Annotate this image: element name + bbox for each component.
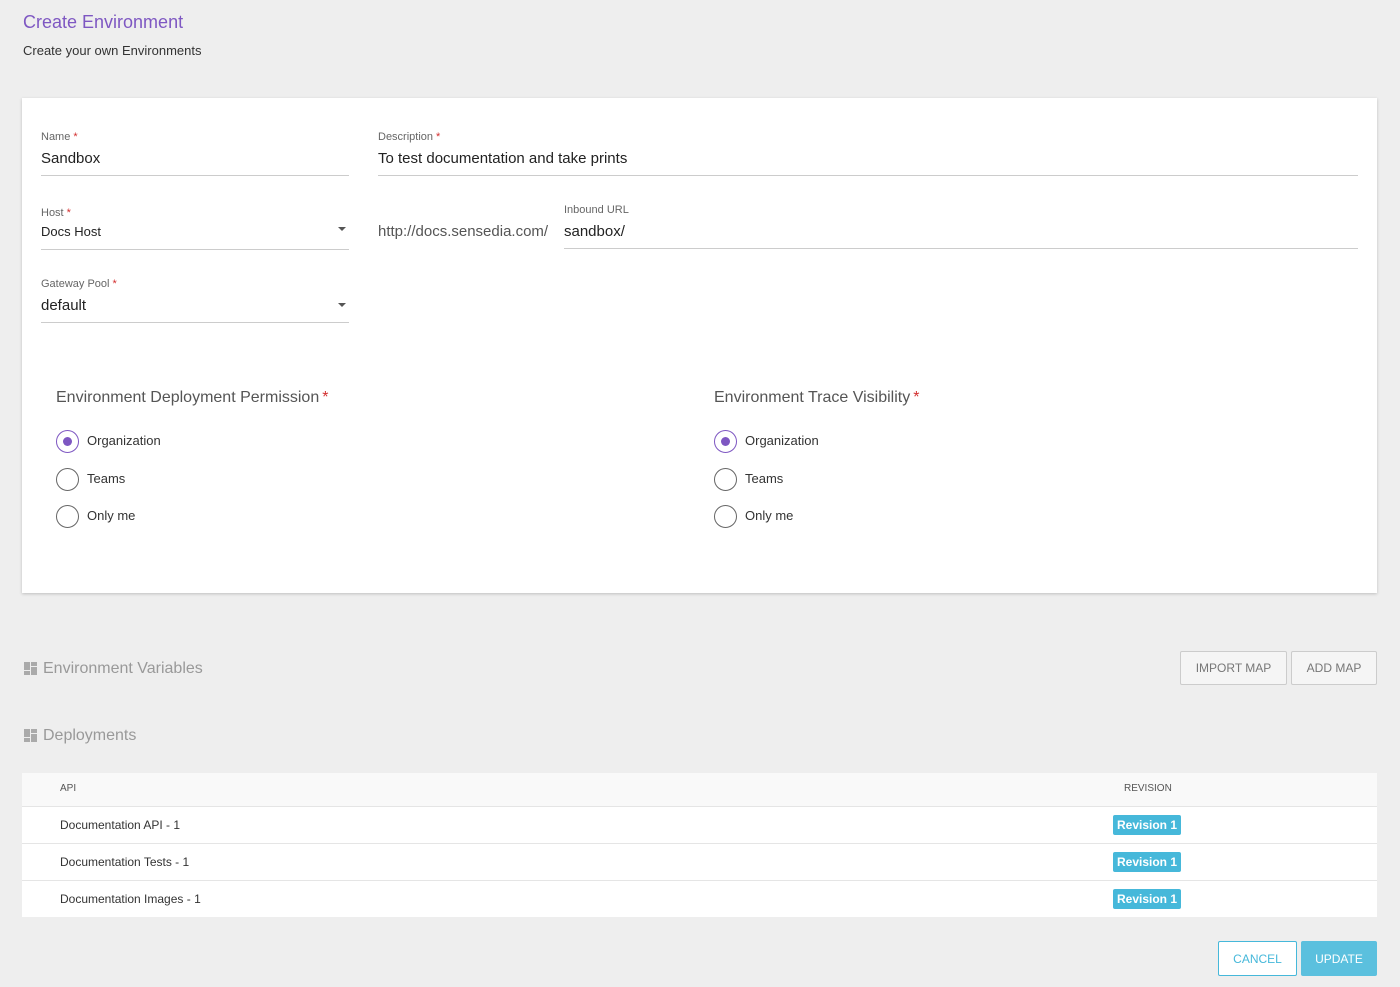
- underline: [41, 175, 349, 176]
- api-name: Documentation Images - 1: [60, 892, 201, 906]
- table-row: Documentation API - 1 Revision 1: [22, 806, 1377, 843]
- required-mark: *: [913, 389, 920, 406]
- form-card: Name * Sandbox Description * To test docum…: [22, 98, 1377, 593]
- radio-label: Teams: [87, 470, 126, 486]
- api-name: Documentation API - 1: [60, 818, 181, 832]
- title-text: Environment Trace Visibility: [714, 389, 911, 406]
- name-input[interactable]: Sandbox: [41, 150, 101, 167]
- radio-button[interactable]: [714, 505, 737, 528]
- column-header: REVISION: [1124, 783, 1172, 794]
- required-mark: *: [112, 278, 117, 290]
- page-subtitle: Create your own Environments: [23, 43, 202, 58]
- radio-dot: [720, 436, 730, 446]
- gateway-select[interactable]: default: [41, 297, 87, 314]
- page-title: Create Environment: [23, 12, 184, 32]
- section-title: Environment Variables: [43, 660, 203, 677]
- table-header: API REVISION: [22, 773, 1377, 806]
- radio-label: Only me: [745, 508, 794, 523]
- radio-dot: [62, 436, 72, 446]
- radio-button[interactable]: [714, 467, 737, 491]
- label-text: Description: [378, 131, 434, 143]
- deployments-table: API REVISION Documentation API - 1 Revisi…: [22, 773, 1377, 917]
- underline: [41, 249, 349, 250]
- radio-label: Organization: [87, 433, 161, 448]
- field-label: Name *: [41, 131, 78, 143]
- column-header: API: [60, 783, 77, 794]
- api-name: Documentation Tests - 1: [60, 855, 190, 869]
- radio-button[interactable]: [56, 430, 79, 453]
- cancel-button[interactable]: CANCEL: [1218, 941, 1297, 976]
- radio-label: Only me: [87, 508, 136, 523]
- dropdown-arrow: [338, 227, 346, 231]
- group-title: Environment Trace Visibility *: [714, 389, 919, 407]
- field-label: Description *: [378, 131, 440, 143]
- inbound-url-input[interactable]: sandbox/: [564, 223, 625, 240]
- group-title: Environment Deployment Permission *: [56, 389, 328, 407]
- url-prefix: http://docs.sensedia.com/: [378, 223, 549, 240]
- underline: [378, 175, 1358, 176]
- field-label: Host *: [41, 207, 71, 219]
- section-title: Deployments: [43, 727, 137, 744]
- section-icon: [24, 729, 37, 742]
- radio-button[interactable]: [56, 467, 79, 491]
- label-text: Host: [41, 207, 64, 219]
- radio-button[interactable]: [714, 430, 737, 453]
- required-mark: *: [322, 389, 329, 406]
- description-input[interactable]: To test documentation and take prints: [378, 150, 628, 167]
- radio-button[interactable]: [56, 505, 79, 528]
- host-select[interactable]: Docs Host: [41, 224, 101, 239]
- table-row: Documentation Images - 1 Revision 1: [22, 880, 1377, 917]
- table-row: Documentation Tests - 1 Revision 1: [22, 843, 1377, 880]
- required-mark: *: [66, 207, 71, 219]
- radio-label: Organization: [745, 433, 819, 448]
- label-text: Name: [41, 131, 71, 143]
- section-icon: [24, 662, 37, 675]
- field-label: Gateway Pool *: [41, 278, 117, 290]
- revision-badge: Revision 1: [1113, 815, 1181, 835]
- import-map-button[interactable]: IMPORT MAP: [1180, 651, 1287, 685]
- underline: [564, 248, 1358, 249]
- add-map-button[interactable]: ADD MAP: [1291, 651, 1377, 685]
- revision-badge: Revision 1: [1113, 889, 1181, 909]
- revision-badge: Revision 1: [1113, 852, 1181, 872]
- label-text: Gateway Pool: [41, 278, 110, 290]
- underline: [41, 322, 349, 323]
- dropdown-arrow: [338, 303, 346, 307]
- title-text: Environment Deployment Permission: [56, 389, 320, 406]
- field-label: Inbound URL: [564, 204, 629, 216]
- required-mark: *: [436, 131, 441, 143]
- required-mark: *: [73, 131, 78, 143]
- update-button[interactable]: UPDATE: [1301, 941, 1377, 976]
- radio-label: Teams: [745, 470, 784, 486]
